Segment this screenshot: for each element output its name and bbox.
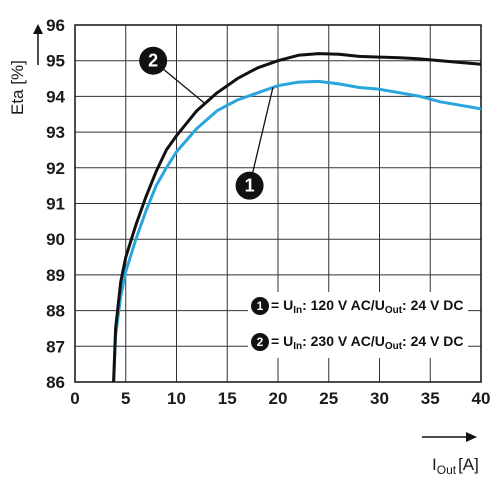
x-axis-label: IOut [A]: [432, 455, 479, 477]
y-tick-label-91: 91: [46, 195, 65, 214]
callout-number-1: 1: [245, 176, 255, 196]
y-tick-label-95: 95: [46, 52, 65, 71]
y-tick-labels: 86 87 88 89 90 91 92 93 94 95 96: [46, 16, 65, 392]
x-axis-label-group: IOut [A]: [422, 432, 479, 477]
y-tick-label-90: 90: [46, 230, 65, 249]
x-tick-label-15: 15: [218, 389, 237, 408]
x-tick-label-25: 25: [319, 389, 338, 408]
y-tick-label-86: 86: [46, 373, 65, 392]
x-tick-label-10: 10: [167, 389, 186, 408]
y-tick-label-87: 87: [46, 337, 65, 356]
x-tick-label-20: 20: [269, 389, 288, 408]
y-axis-arrow-head: [33, 24, 43, 34]
x-tick-labels: 0 5 10 15 20 25 30 35 40: [70, 389, 490, 408]
x-axis-arrow-head: [466, 432, 477, 442]
y-tick-label-89: 89: [46, 266, 65, 285]
y-tick-label-93: 93: [46, 123, 65, 142]
x-tick-label-5: 5: [121, 389, 130, 408]
legend: 1 = UIn: 120 V AC/UOut: 24 V DC2 = UIn: 23…: [248, 292, 468, 358]
callout-leader-1: [250, 87, 273, 185]
callout-number-2: 2: [148, 51, 158, 71]
y-tick-label-92: 92: [46, 159, 65, 178]
y-tick-label-88: 88: [46, 302, 65, 321]
x-tick-label-0: 0: [70, 389, 79, 408]
x-tick-label-30: 30: [370, 389, 389, 408]
legend-number-1: 1: [257, 299, 264, 313]
y-tick-label-94: 94: [46, 87, 65, 106]
y-axis-label: Eta [%]: [8, 60, 27, 115]
y-tick-label-96: 96: [46, 16, 65, 35]
legend-number-2: 2: [257, 335, 264, 349]
x-tick-label-40: 40: [472, 389, 491, 408]
x-tick-label-35: 35: [421, 389, 440, 408]
y-axis-label-group: Eta [%]: [8, 24, 43, 115]
